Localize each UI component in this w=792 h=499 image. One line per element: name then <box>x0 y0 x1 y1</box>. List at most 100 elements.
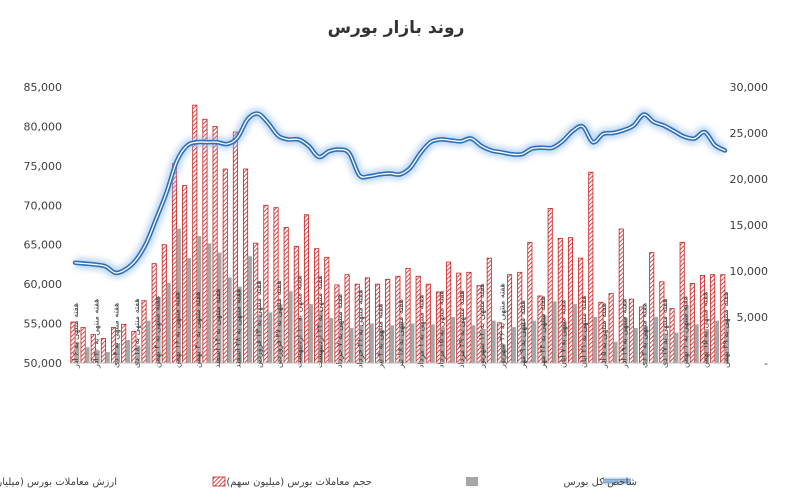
value-bar <box>710 274 716 364</box>
volume-bar <box>460 320 466 363</box>
value-bar <box>405 267 411 364</box>
value-bar <box>425 283 431 364</box>
value-bar <box>547 208 553 364</box>
volume-bar <box>95 350 100 363</box>
volume-bar <box>694 324 699 363</box>
volume-bar <box>369 323 374 363</box>
category-label: هفته منتهی به ۵ آذر <box>598 303 608 369</box>
legend-label-index: شاخص کل بورس <box>563 477 637 488</box>
category-label: هفته منتهی به ۱۳ فروردین <box>254 280 263 368</box>
left-tick-label: 55,000 <box>24 318 63 331</box>
category-label: هفته منتهی به ۱۸ دی <box>132 298 141 368</box>
volume-bar <box>623 317 628 363</box>
legend: ارزش معاملات بورس (میلیارد ریال) حجم معا… <box>0 476 637 488</box>
volume-bar <box>704 328 709 363</box>
value-bar <box>364 277 370 364</box>
volume-bar <box>308 304 313 363</box>
value-bar <box>182 185 188 364</box>
volume-bar <box>278 304 283 363</box>
legend-swatch-value <box>212 476 226 487</box>
volume-bar <box>511 327 516 363</box>
volume-bar <box>318 309 324 363</box>
volume-bar <box>592 317 598 363</box>
volume-bar <box>724 318 730 363</box>
volume-bar <box>268 312 273 363</box>
value-bar <box>80 327 86 364</box>
volume-bar <box>125 340 131 363</box>
volume-bar <box>227 277 232 363</box>
volume-bar <box>603 333 608 363</box>
category-label: هفته منتهی به ۱۴ اسفند <box>213 289 222 368</box>
left-tick-label: 75,000 <box>24 160 63 173</box>
value-bar <box>567 237 574 364</box>
value-bar <box>466 271 472 364</box>
legend-label-volume: حجم معاملات بورس (میلیون سهم) <box>226 477 372 488</box>
value-bar <box>669 308 675 364</box>
volume-bar <box>552 301 557 363</box>
category-label: هفته منتهی به ۴ تیر <box>376 304 385 370</box>
chart-title: روند بازار بورس <box>328 18 465 38</box>
right-tick-label: 20,000 <box>730 173 769 186</box>
volume-bar <box>440 327 445 363</box>
category-label: هفته منتهی به ۲۹ مرداد <box>457 290 466 368</box>
category-label: هفته منتهی به ۱۶ بهمن <box>173 292 182 368</box>
volume-bar <box>156 296 161 363</box>
right-tick-label: 10,000 <box>730 265 769 278</box>
volume-bar <box>217 252 222 363</box>
volume-bar <box>674 332 679 363</box>
right-tick-label: 30,000 <box>730 81 769 94</box>
volume-bar <box>105 351 110 363</box>
volume-bar <box>582 323 588 363</box>
category-label: هفته منتهی به ۱ مرداد <box>416 295 425 368</box>
volume-bar <box>207 243 212 363</box>
volume-bar <box>613 341 618 363</box>
volume-bar <box>339 323 344 363</box>
value-bar <box>446 261 452 364</box>
volume-bar <box>430 324 435 363</box>
value-bar <box>588 171 594 364</box>
category-label: هفته منتهی به ۱۹ آذر <box>618 299 628 369</box>
category-label: هفته منتهی به ۱۸ تیر <box>396 299 405 369</box>
left-tick-label: 70,000 <box>24 199 63 212</box>
left-tick-label: 50,000 <box>24 357 63 370</box>
value-bar <box>527 241 533 364</box>
value-bar <box>121 323 127 364</box>
volume-bar <box>196 236 202 363</box>
volume-bar <box>532 320 537 363</box>
category-labels: هفته منتهی به ۶ آذر هفته منتهی به ۲۰ آذر ه… <box>70 275 730 369</box>
volume-bar <box>85 347 90 363</box>
volume-bar <box>542 315 547 363</box>
value-bar <box>141 300 147 364</box>
right-tick-label: 25,000 <box>730 127 769 140</box>
category-label: هفته منتهی به ۳۰ بهمن <box>193 292 202 368</box>
volume-bar <box>328 317 334 363</box>
left-tick-label: 80,000 <box>24 120 63 133</box>
volume-bar <box>136 345 141 363</box>
value-bar <box>689 282 695 364</box>
volume-bar <box>400 322 405 363</box>
volume-bar <box>349 328 354 363</box>
category-label: هفته منتهی به ۷ خرداد <box>335 294 344 368</box>
volume-bar <box>146 320 151 363</box>
category-label: هفته منتهی به ۱۰ اردیبهشت <box>294 275 303 368</box>
value-bar <box>385 279 391 364</box>
value-bar <box>608 293 614 364</box>
volume-bar <box>521 322 527 363</box>
right-tick-label: 15,000 <box>730 219 769 232</box>
category-label: هفته منتهی به ۴ دی <box>112 303 121 368</box>
volume-bar <box>471 325 476 363</box>
category-label: هفته منتهی به ۲۰ آذر <box>90 299 100 369</box>
value-bar <box>202 118 208 364</box>
volume-bar <box>450 317 456 363</box>
volume-bar <box>501 344 506 363</box>
right-tick-label: - <box>764 357 768 370</box>
value-bar <box>486 257 492 364</box>
category-label: هفته منتهی به ۲۴ اردیبهشت <box>315 275 324 368</box>
volume-bar <box>714 320 720 363</box>
volume-bar <box>410 323 415 363</box>
category-label: هفته منتهی به ۲۱ خرداد <box>355 290 364 368</box>
volume-bar <box>75 341 80 363</box>
category-label: هفته منتهی به ۷ آبان <box>557 300 567 368</box>
value-bar <box>161 244 167 364</box>
value-bar <box>100 338 106 364</box>
